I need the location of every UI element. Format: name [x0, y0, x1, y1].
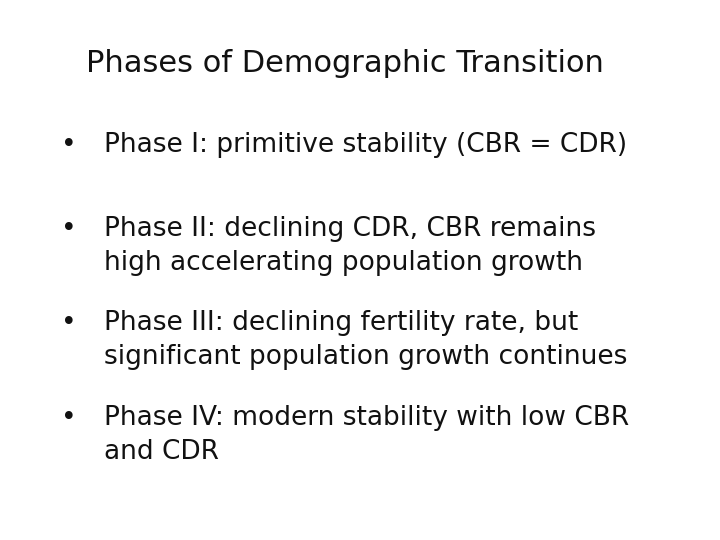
Text: •: •: [60, 216, 76, 242]
Text: Phase II: declining CDR, CBR remains
high accelerating population growth: Phase II: declining CDR, CBR remains hig…: [104, 216, 596, 276]
Text: •: •: [60, 310, 76, 336]
Text: •: •: [60, 132, 76, 158]
Text: Phase I: primitive stability (CBR = CDR): Phase I: primitive stability (CBR = CDR): [104, 132, 628, 158]
Text: Phase IV: modern stability with low CBR
and CDR: Phase IV: modern stability with low CBR …: [104, 405, 630, 465]
Text: •: •: [60, 405, 76, 431]
Text: Phase III: declining fertility rate, but
significant population growth continues: Phase III: declining fertility rate, but…: [104, 310, 628, 370]
Text: Phases of Demographic Transition: Phases of Demographic Transition: [86, 49, 604, 78]
